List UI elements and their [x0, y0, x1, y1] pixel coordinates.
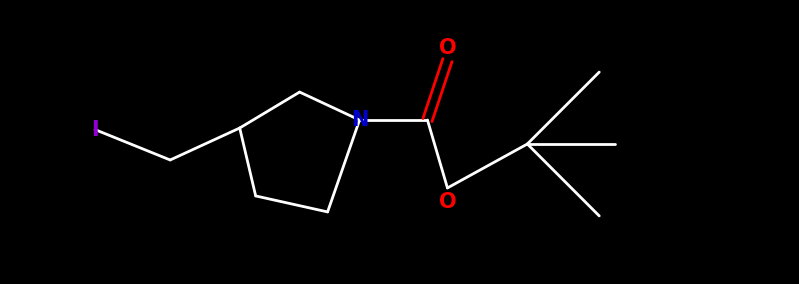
Text: O: O [439, 192, 456, 212]
Text: O: O [439, 38, 456, 58]
Text: N: N [351, 110, 368, 130]
Text: I: I [91, 120, 99, 140]
